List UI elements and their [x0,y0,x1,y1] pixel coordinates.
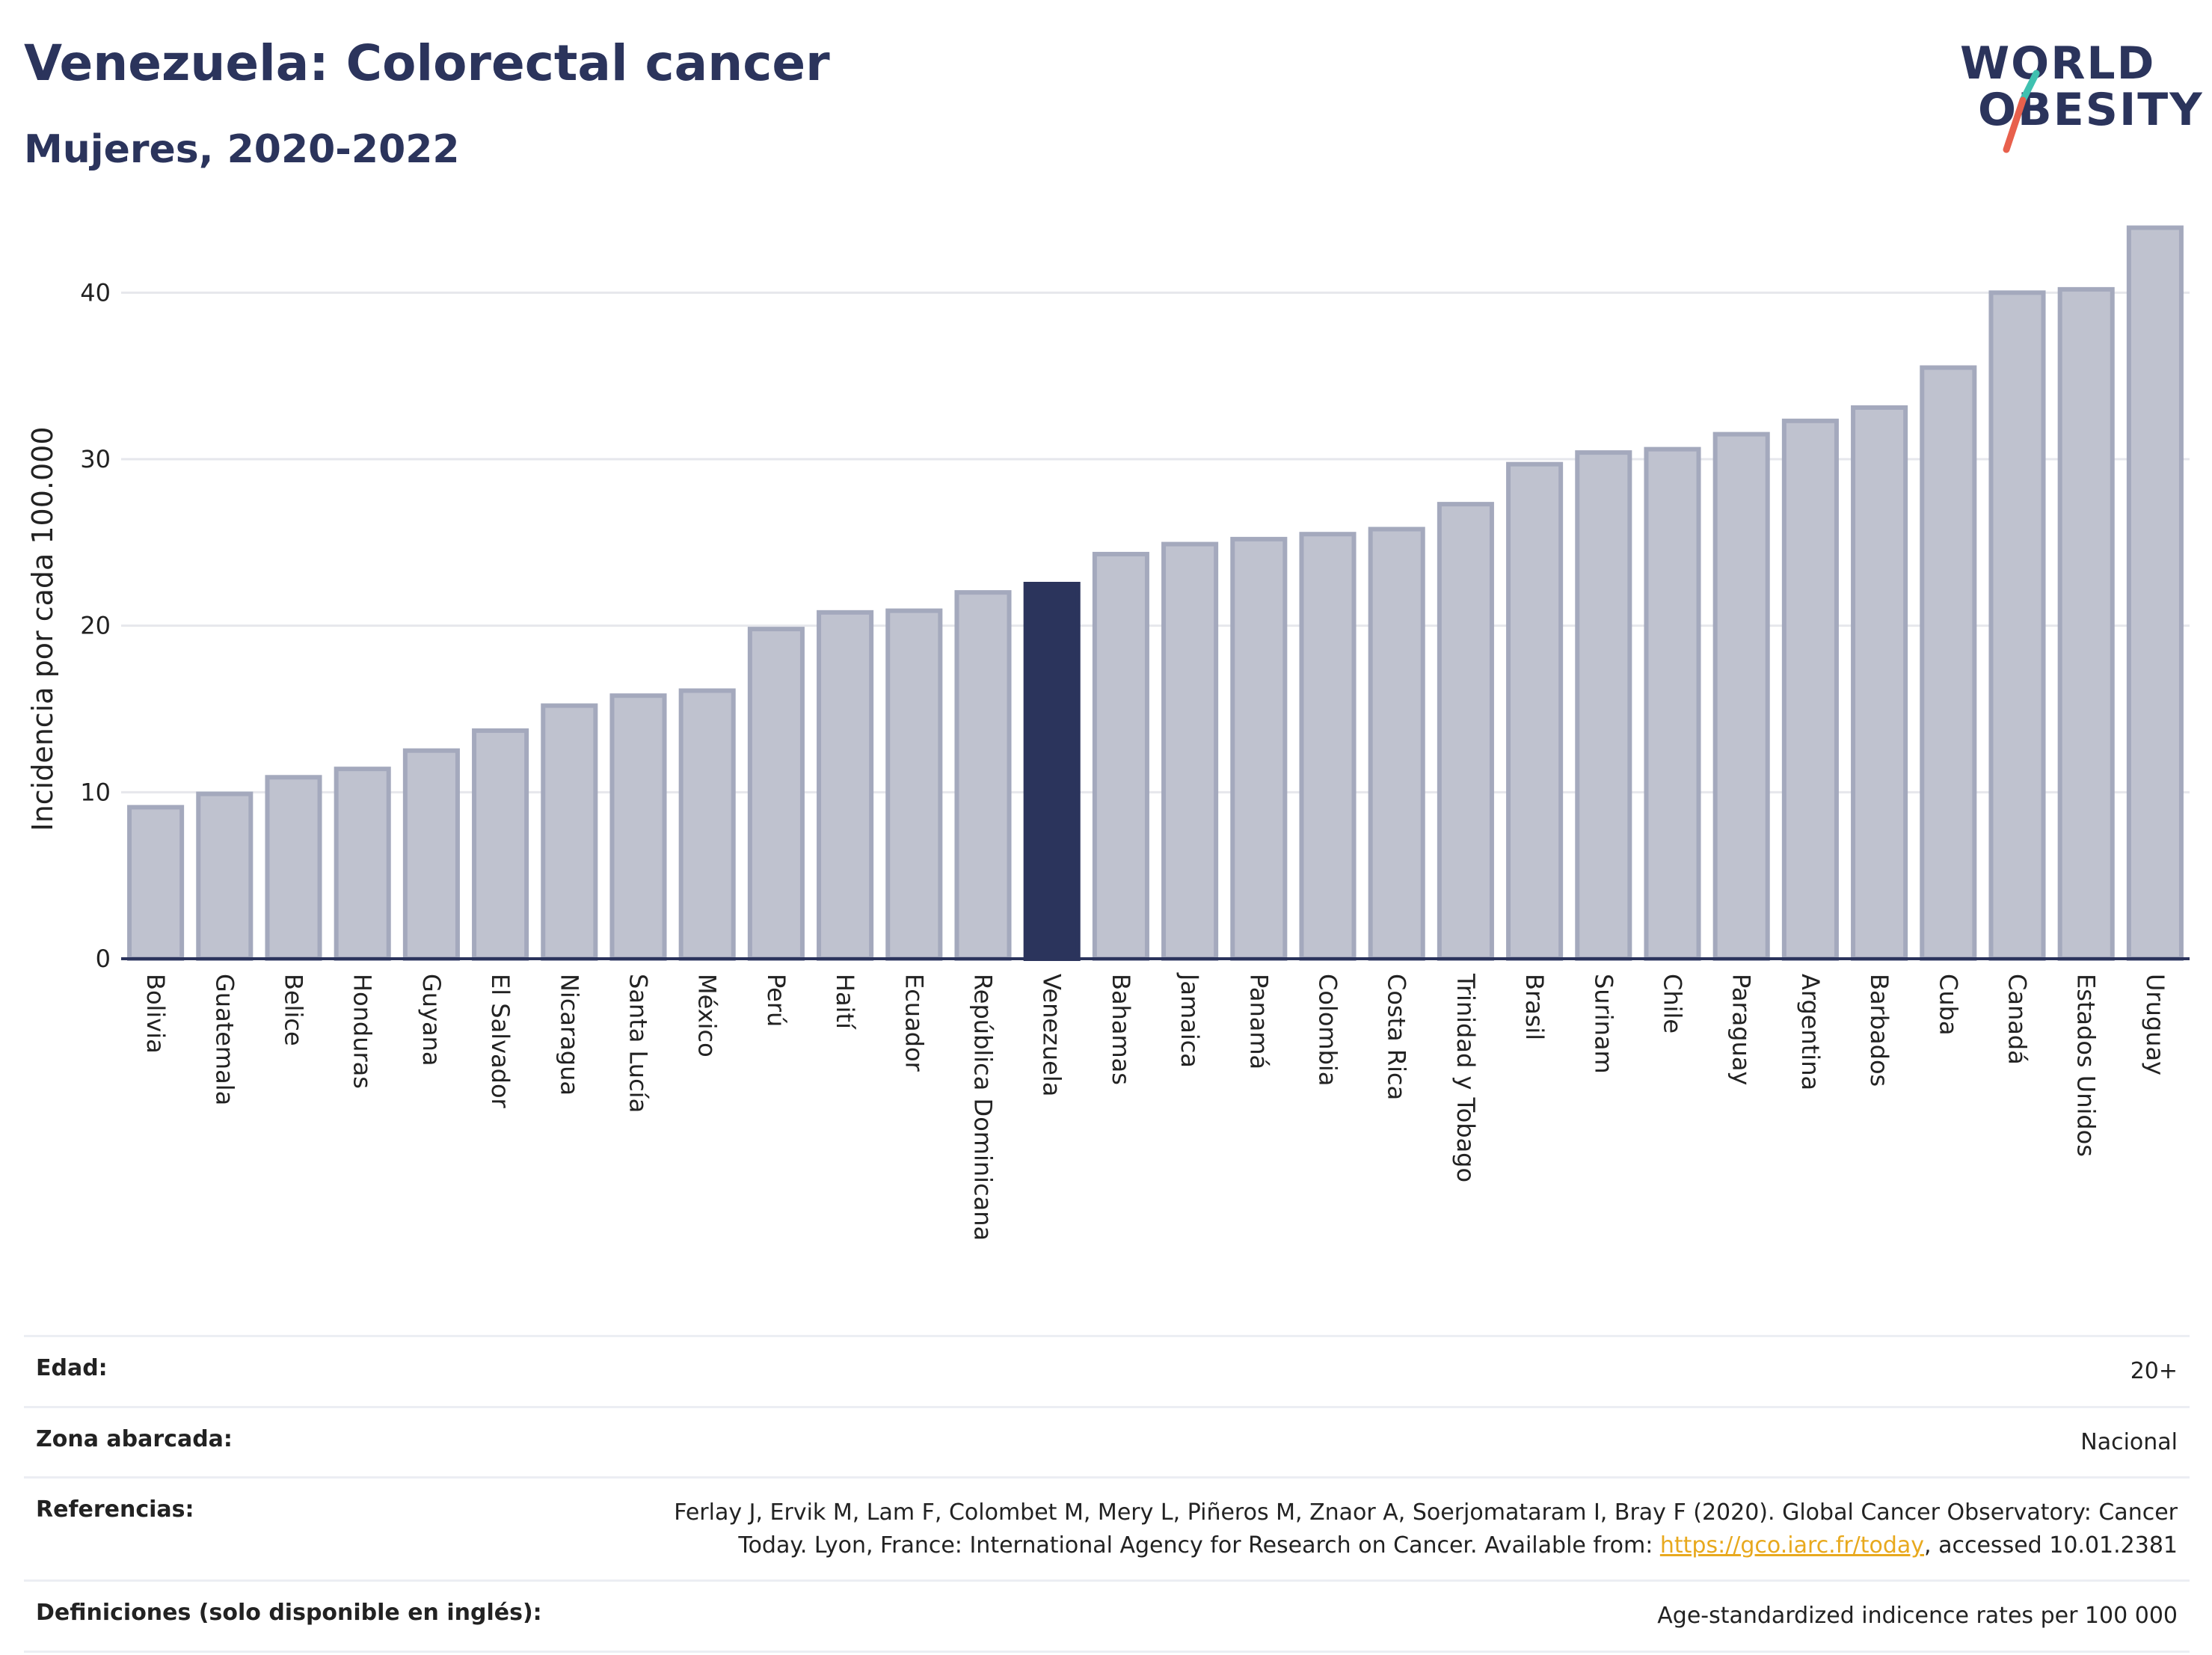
reference-accessed: , accessed 10.01.2381 [1924,1532,2178,1559]
x-tick-label: Cuba [1934,974,1962,1036]
bar-honduras [334,767,391,961]
bar-estados-unidos [2057,286,2115,961]
x-tick-label: Argentina [1796,974,1825,1090]
y-tick-label: 40 [80,278,111,307]
bar-brasil [1506,461,1564,961]
bars [127,225,2184,962]
bar-trinidad-y-tobago [1437,502,1494,961]
bar-barbados [1851,405,1908,961]
bar-guyana [402,748,460,962]
x-tick-label: Barbados [1865,974,1893,1087]
x-tick-label: Ecuador [900,974,928,1072]
bar-méxico [678,688,736,961]
bar-chile [1644,446,1701,961]
bar-colombia [1299,532,1357,961]
bar-santa-lucía [609,693,667,961]
logo-line-1: WORLD [1960,37,2156,90]
bar-venezuela [1023,582,1081,961]
logo-slash-icon [2003,70,2040,153]
x-tick-label: Surinam [1589,974,1617,1074]
bar-bahamas [1092,551,1149,962]
x-tick-label: Brasil [1520,974,1549,1040]
x-axis-tick-labels: Bolivia Guatemala Belice Honduras Guyana El S… [141,972,2169,1241]
bar-paraguay [1712,432,1770,962]
world-obesity-logo: WORLD OBESITY [1948,37,2202,157]
x-tick-label: El Salvador [486,974,514,1109]
x-tick-label: Trinidad y Tobago [1451,973,1480,1182]
meta-value-definitions: Age-standardized indicence rates per 100… [1657,1603,2178,1629]
x-tick-label: Nicaragua [555,974,583,1096]
meta-row-definitions: Definiciones (solo disponible en inglés)… [24,1579,2190,1653]
bar-surinam [1575,450,1632,961]
x-tick-label: Panamá [1244,974,1273,1069]
y-axis-label: Incidencia por cada 100.000 [26,426,59,831]
x-tick-label: Paraguay [1727,974,1756,1085]
meta-label-definitions: Definiciones (solo disponible en inglés)… [36,1600,542,1626]
x-tick-label: República Dominicana [969,974,998,1241]
x-tick-label: Belice [280,974,308,1046]
x-tick-label: Venezuela [1038,974,1066,1096]
y-tick-label: 30 [80,445,111,473]
x-tick-label: Honduras [348,974,377,1089]
x-tick-label: Colombia [1314,974,1342,1086]
x-tick-label: Canadá [2003,974,2032,1065]
chart-subtitle: Mujeres, 2020-2022 [24,127,460,172]
y-tick-label: 0 [96,945,111,973]
meta-row-age: Edad: 20+ [24,1335,2190,1406]
x-tick-label: Santa Lucía [624,974,653,1113]
x-tick-label: Uruguay [2141,974,2169,1075]
y-axis-ticks: 0 10 20 30 40 [80,278,111,973]
bar-ecuador [885,608,943,961]
chart-title: Venezuela: Colorectal cancer [24,34,830,92]
meta-label-area: Zona abarcada: [36,1425,233,1452]
x-tick-label: Jamaica [1176,972,1204,1068]
bar-uruguay [2126,225,2184,961]
bar-república-dominicana [954,590,1012,962]
x-tick-label: Haití [831,974,859,1030]
bar-argentina [1781,418,1839,961]
bar-costa-rica [1368,526,1425,961]
meta-value-references: Ferlay J, Ervik M, Lam F, Colombet M, Me… [674,1496,2178,1562]
bar-cuba [1920,365,1977,962]
meta-row-references: Referencias: Ferlay J, Ervik M, Lam F, C… [24,1476,2190,1579]
x-tick-label: Bolivia [141,974,170,1054]
reference-link[interactable]: https://gco.iarc.fr/today [1659,1532,1925,1559]
x-tick-label: Estados Unidos [2072,974,2101,1157]
reference-line-2: Today. Lyon, France: International Agenc… [738,1532,1660,1559]
bar-panamá [1230,536,1288,961]
x-tick-label: Bahamas [1107,974,1135,1085]
meta-label-age: Edad: [36,1355,108,1381]
x-tick-label: Perú [762,974,790,1027]
bar-bolivia [127,805,185,962]
x-tick-label: Guyana [417,974,446,1066]
x-tick-label: Guatemala [210,974,239,1105]
bar-belice [265,775,322,961]
x-tick-label: Chile [1659,974,1687,1034]
bar-guatemala [196,791,254,961]
meta-value-area: Nacional [2080,1428,2178,1455]
reference-line-1: Ferlay J, Ervik M, Lam F, Colombet M, Me… [674,1499,2178,1526]
bar-chart: 0 10 20 30 40 Incidencia por cada 100.000 Bo… [26,225,2190,1241]
bar-perú [747,627,805,961]
metadata-table: Edad: 20+ Zona abarcada: Nacional Refere… [24,1335,2190,1653]
bar-el-salvador [472,728,529,961]
bar-jamaica [1161,541,1219,961]
bar-haití [817,610,874,961]
bar-canadá [1988,290,2046,962]
x-tick-label: Costa Rica [1383,974,1411,1100]
meta-value-age: 20+ [2130,1358,2178,1384]
x-tick-label: México [693,974,722,1057]
meta-row-area: Zona abarcada: Nacional [24,1405,2190,1477]
y-tick-label: 10 [80,778,111,806]
meta-label-references: Referencias: [36,1496,194,1523]
y-tick-label: 20 [80,612,111,640]
bar-nicaragua [541,703,598,962]
